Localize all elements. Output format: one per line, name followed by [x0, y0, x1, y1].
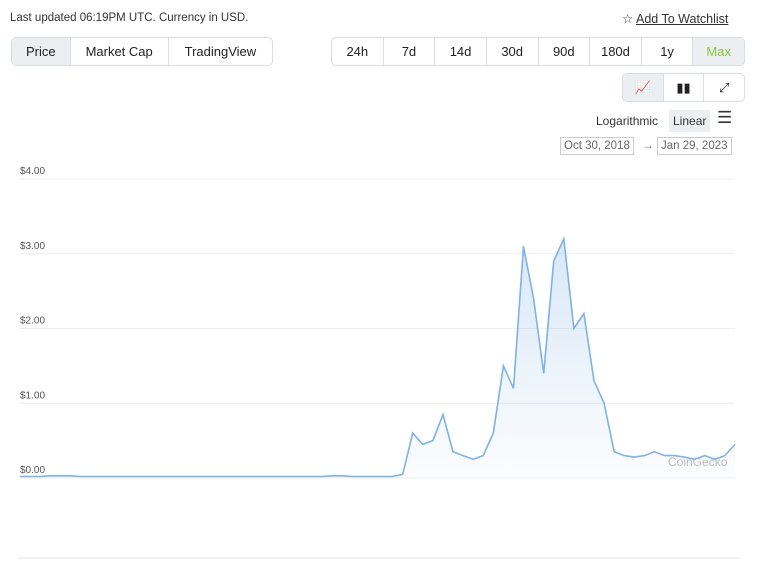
arrow: →	[642, 138, 654, 152]
fullscreen-button[interactable]: ⤢	[703, 74, 744, 101]
updated-text: Last updated 06:19PM UTC. Currency in US…	[10, 12, 249, 24]
y-tick-label: $2.00	[20, 316, 45, 327]
range-button[interactable]: 7d	[382, 38, 435, 65]
watchlist-label[interactable]: Add To Watchlist	[636, 12, 729, 26]
y-tick-label: $1.00	[20, 390, 45, 401]
date-from[interactable]: Oct 30, 2018	[560, 137, 634, 155]
tab-group: Price Market Cap TradingView	[11, 37, 273, 66]
range-button[interactable]: 14d	[434, 38, 486, 65]
range-button[interactable]: 90d	[537, 38, 590, 65]
line-view-button[interactable]: 📈	[623, 74, 663, 101]
range-button[interactable]: 1y	[640, 38, 693, 65]
range-button[interactable]: 30d	[485, 38, 538, 65]
range-group: 24h 7d 14d 30d 90d 180d 1y Max	[331, 37, 745, 66]
date-to[interactable]: Jan 29, 2023	[657, 137, 732, 155]
range-button[interactable]: Max	[692, 38, 744, 65]
view-group: 📈 ▮▮ ⤢	[622, 73, 745, 102]
range-button[interactable]: 24h	[346, 44, 369, 59]
y-tick-label: $0.00	[20, 465, 45, 476]
y-tick-label: $3.00	[20, 241, 45, 252]
linear-option[interactable]: Linear	[669, 110, 711, 132]
tab[interactable]: Market Cap	[69, 38, 168, 65]
area	[20, 238, 735, 478]
log-option[interactable]: Logarithmic	[596, 114, 659, 128]
range-button[interactable]: 180d	[589, 38, 641, 65]
y-tick-label: $4.00	[20, 166, 45, 177]
tab[interactable]: TradingView	[167, 38, 272, 65]
candle-view-button[interactable]: ▮▮	[662, 74, 704, 101]
watchlist-link[interactable]: ☆ Add To Watchlist	[622, 12, 729, 26]
tab[interactable]: Price	[12, 38, 70, 65]
menu-icon[interactable]: ☰	[717, 108, 733, 127]
line	[20, 235, 736, 478]
